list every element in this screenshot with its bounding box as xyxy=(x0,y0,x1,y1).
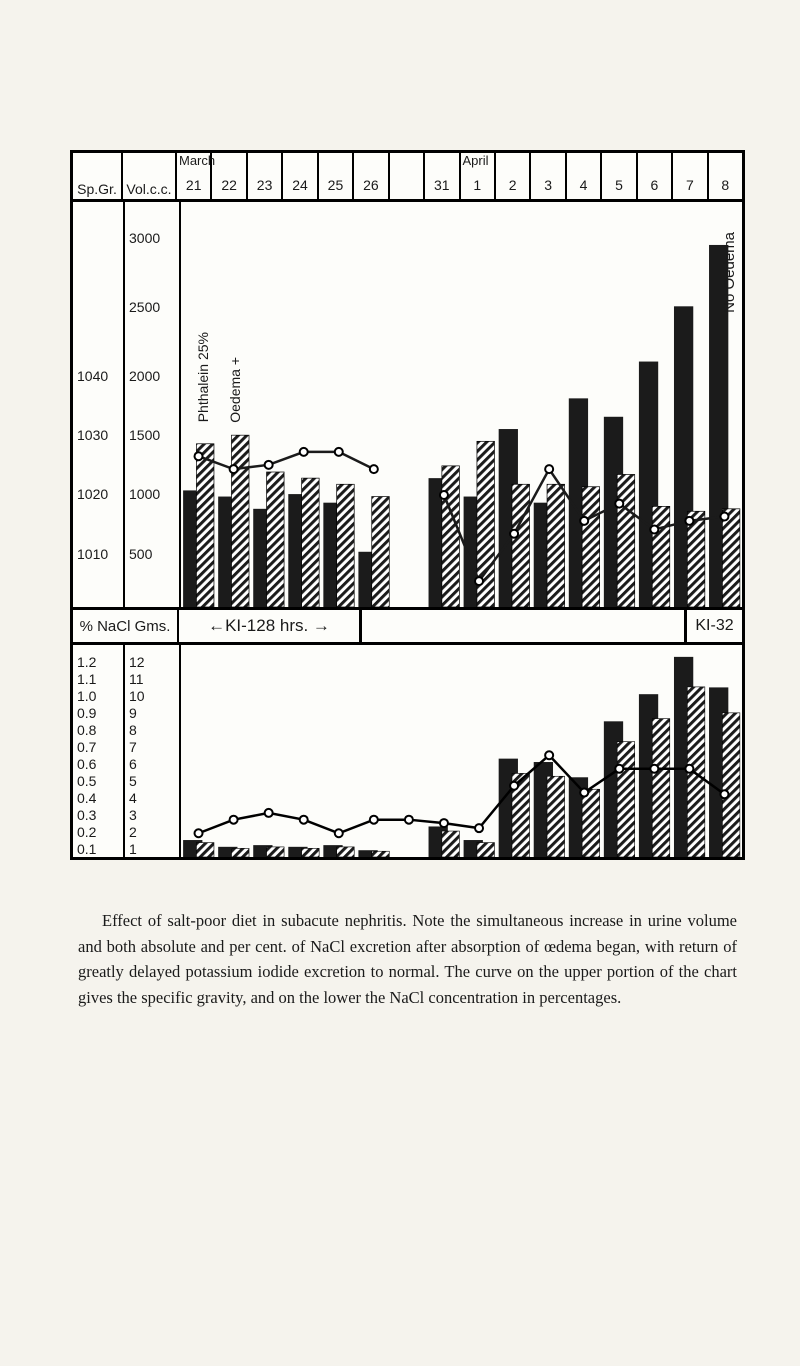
chart-frame: Sp.Gr. Vol.c.c. March21222324252631April… xyxy=(70,150,745,860)
axis-gms: 121110987654321 xyxy=(125,645,181,857)
axis-tick: 0.8 xyxy=(77,722,96,738)
axis-tick: 3 xyxy=(129,807,137,823)
header-day: 26 xyxy=(354,153,389,199)
lower-panel: 1.21.11.00.90.80.70.60.50.40.30.20.1 121… xyxy=(73,645,742,857)
axis-tick: 0.2 xyxy=(77,824,96,840)
axis-tick: 1500 xyxy=(129,427,160,443)
day-number: 3 xyxy=(544,177,552,193)
mid-ki32-label: KI-32 xyxy=(684,610,742,642)
axis-tick: 0.3 xyxy=(77,807,96,823)
axis-tick: 7 xyxy=(129,739,137,755)
axis-tick: 4 xyxy=(129,790,137,806)
axis-pct: 1.21.11.00.90.80.70.60.50.40.30.20.1 xyxy=(73,645,125,857)
header-day: 23 xyxy=(248,153,283,199)
axis-tick: 1 xyxy=(129,841,137,857)
axis-tick: 0.9 xyxy=(77,705,96,721)
upper-plot: Phthalein 25% Oedema + No Oedema xyxy=(181,202,742,607)
axis-tick: 9 xyxy=(129,705,137,721)
axis-spgr: 1040 1030 1020 1010 xyxy=(73,202,125,607)
axis-tick: 5 xyxy=(129,773,137,789)
day-number: 2 xyxy=(509,177,517,193)
header-day: March 21 xyxy=(177,153,212,199)
header-day: 5 xyxy=(602,153,637,199)
axis-tick: 1030 xyxy=(77,427,108,443)
axis-tick: 1000 xyxy=(129,486,160,502)
axis-tick: 8 xyxy=(129,722,137,738)
oedema-plus-label: Oedema + xyxy=(227,357,243,423)
header-day: 24 xyxy=(283,153,318,199)
mid-left-label: % NaCl Gms. xyxy=(73,610,179,642)
day-number: 7 xyxy=(686,177,694,193)
lower-chart-svg xyxy=(181,645,742,857)
day-number: 8 xyxy=(721,177,729,193)
axis-tick: 3000 xyxy=(129,230,160,246)
lower-plot xyxy=(181,645,742,857)
header-day: 7 xyxy=(673,153,708,199)
day-number: 23 xyxy=(257,177,273,193)
day-number: 25 xyxy=(328,177,344,193)
axis-tick: 0.5 xyxy=(77,773,96,789)
figure-caption: Effect of salt-poor diet in subacute nep… xyxy=(70,908,745,1010)
axis-tick: 1020 xyxy=(77,486,108,502)
month-april-label: April xyxy=(463,153,489,168)
axis-tick: 0.1 xyxy=(77,841,96,857)
axis-tick: 2 xyxy=(129,824,137,840)
axis-tick: 1010 xyxy=(77,546,108,562)
day-number: 24 xyxy=(292,177,308,193)
header-day: 8 xyxy=(709,153,742,199)
upper-chart-svg xyxy=(181,202,742,607)
header-day: 3 xyxy=(531,153,566,199)
day-number: 1 xyxy=(473,177,481,193)
day-number: 5 xyxy=(615,177,623,193)
header-day: 4 xyxy=(567,153,602,199)
caption-text: Effect of salt-poor diet in subacute nep… xyxy=(78,911,737,1007)
day-number: 26 xyxy=(363,177,379,193)
chart-header-row: Sp.Gr. Vol.c.c. March21222324252631April… xyxy=(73,153,742,202)
axis-tick: 6 xyxy=(129,756,137,772)
axis-tick: 1.0 xyxy=(77,688,96,704)
header-day xyxy=(390,153,425,199)
axis-tick: 1.1 xyxy=(77,671,96,687)
day-number: 22 xyxy=(221,177,237,193)
header-day: 6 xyxy=(638,153,673,199)
mid-ki128-label: ←KI-128 hrs. → xyxy=(179,610,362,642)
scanned-page: Sp.Gr. Vol.c.c. March21222324252631April… xyxy=(0,0,800,1366)
axis-vol: 3000 2500 2000 1500 1000 500 xyxy=(125,202,181,607)
header-day: April 1 xyxy=(461,153,496,199)
axis-tick: 0.4 xyxy=(77,790,96,806)
month-march-label: March xyxy=(179,153,215,168)
axis-tick: 11 xyxy=(129,671,144,687)
mid-strip: % NaCl Gms. ←KI-128 hrs. → KI-32 xyxy=(73,610,742,645)
day-number: 31 xyxy=(434,177,450,193)
header-volcc: Vol.c.c. xyxy=(123,153,177,199)
header-day: 2 xyxy=(496,153,531,199)
day-number: 6 xyxy=(651,177,659,193)
header-day: 22 xyxy=(212,153,247,199)
phthalein-label: Phthalein 25% xyxy=(195,332,211,422)
axis-tick: 500 xyxy=(129,546,152,562)
header-day: 25 xyxy=(319,153,354,199)
axis-tick: 0.7 xyxy=(77,739,96,755)
axis-tick: 1.2 xyxy=(77,654,96,670)
day-number: 4 xyxy=(580,177,588,193)
header-day: 31 xyxy=(425,153,460,199)
axis-tick: 12 xyxy=(129,654,145,670)
axis-tick: 2500 xyxy=(129,299,160,315)
upper-left-vertical-labels: Phthalein 25% Oedema + xyxy=(195,332,243,425)
header-spgr: Sp.Gr. xyxy=(73,153,123,199)
axis-tick: 1040 xyxy=(77,368,108,384)
axis-tick: 10 xyxy=(129,688,145,704)
upper-panel: 1040 1030 1020 1010 3000 2500 2000 1500 1000 500… xyxy=(73,202,742,610)
mid-gap xyxy=(362,610,684,642)
axis-tick: 2000 xyxy=(129,368,160,384)
day-number: 21 xyxy=(186,177,202,193)
no-oedema-label: No Oedema xyxy=(721,232,738,313)
axis-tick: 0.6 xyxy=(77,756,96,772)
